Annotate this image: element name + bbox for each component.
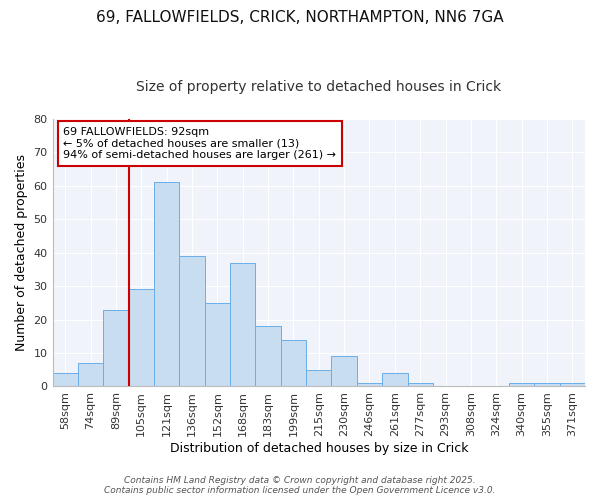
Text: Contains HM Land Registry data © Crown copyright and database right 2025.
Contai: Contains HM Land Registry data © Crown c… [104,476,496,495]
Bar [103,310,128,386]
Bar [230,262,256,386]
Text: 69 FALLOWFIELDS: 92sqm
← 5% of detached houses are smaller (13)
94% of semi-deta: 69 FALLOWFIELDS: 92sqm ← 5% of detached … [63,127,336,160]
Bar [154,182,179,386]
X-axis label: Distribution of detached houses by size in Crick: Distribution of detached houses by size … [170,442,468,455]
Bar [256,326,281,386]
Bar [331,356,357,386]
Bar [281,340,306,386]
Bar [78,363,103,386]
Bar [357,383,382,386]
Title: Size of property relative to detached houses in Crick: Size of property relative to detached ho… [136,80,502,94]
Text: 69, FALLOWFIELDS, CRICK, NORTHAMPTON, NN6 7GA: 69, FALLOWFIELDS, CRICK, NORTHAMPTON, NN… [96,10,504,25]
Bar [382,373,407,386]
Bar [306,370,331,386]
Y-axis label: Number of detached properties: Number of detached properties [15,154,28,351]
Bar [179,256,205,386]
Bar [560,383,585,386]
Bar [534,383,560,386]
Bar [205,303,230,386]
Bar [407,383,433,386]
Bar [128,290,154,386]
Bar [509,383,534,386]
Bar [53,373,78,386]
